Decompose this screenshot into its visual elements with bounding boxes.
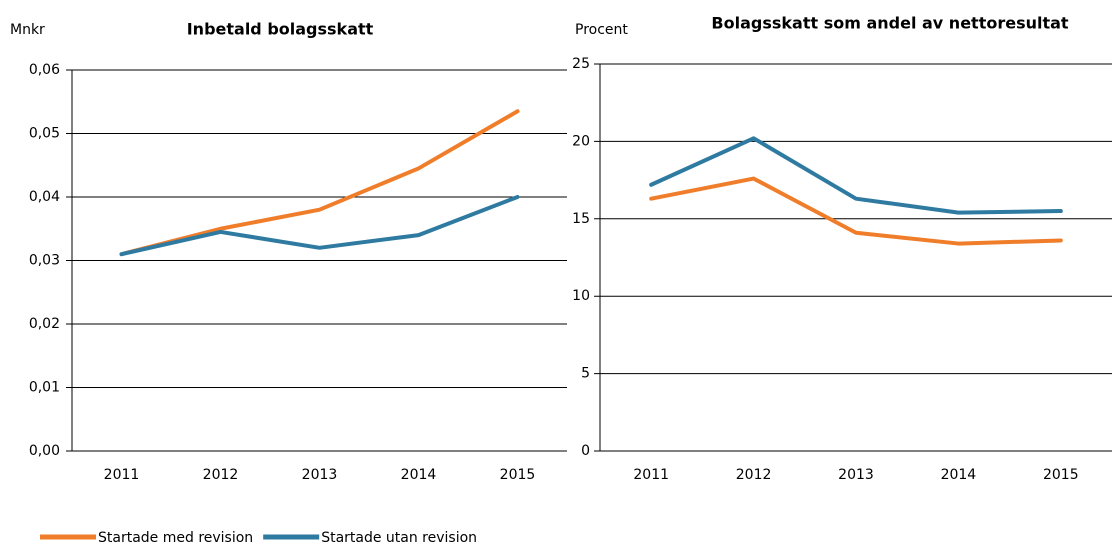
y-axis-label: Procent: [575, 22, 628, 38]
y-tick-label: 0,06: [29, 62, 60, 78]
y-tick-label: 10: [572, 288, 590, 304]
x-tick-label: 2013: [838, 467, 874, 483]
y-tick-label: 0,02: [29, 316, 60, 332]
y-tick-label: 0: [581, 443, 590, 459]
series-line: [649, 176, 1063, 246]
x-tick-label: 2011: [104, 467, 140, 483]
x-tick-label: 2011: [633, 467, 669, 483]
y-tick-label: 20: [572, 133, 590, 149]
y-tick-label: 0,04: [29, 189, 60, 205]
y-tick-label: 0,03: [29, 253, 60, 269]
series-line: [649, 136, 1063, 215]
y-tick-label: 25: [572, 56, 590, 72]
x-tick-label: 2014: [401, 467, 437, 483]
y-tick-label: 0,05: [29, 126, 60, 142]
y-axis-label: Mnkr: [10, 22, 45, 38]
y-tick-label: 5: [581, 366, 590, 382]
y-tick-label: 0,01: [29, 380, 60, 396]
x-tick-label: 2012: [736, 467, 772, 483]
x-tick-label: 2014: [941, 467, 977, 483]
chart-title: Inbetald bolagsskatt: [187, 20, 374, 39]
chart-title: Bolagsskatt som andel av nettoresultat: [711, 14, 1068, 33]
legend-label: Startade utan revision: [321, 530, 477, 546]
x-tick-label: 2015: [500, 467, 536, 483]
legend-label: Startade med revision: [98, 530, 253, 546]
series-line: [119, 109, 520, 257]
y-tick-label: 0,00: [29, 443, 60, 459]
x-tick-label: 2012: [203, 467, 239, 483]
x-tick-label: 2013: [302, 467, 338, 483]
series-line: [119, 195, 520, 257]
x-tick-label: 2015: [1043, 467, 1079, 483]
y-tick-label: 15: [572, 211, 590, 227]
